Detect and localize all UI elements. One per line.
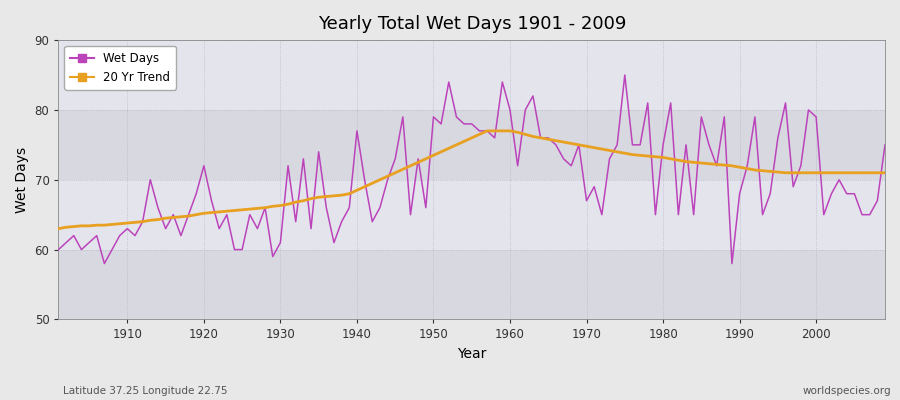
Text: Latitude 37.25 Longitude 22.75: Latitude 37.25 Longitude 22.75 (63, 386, 228, 396)
Text: worldspecies.org: worldspecies.org (803, 386, 891, 396)
Title: Yearly Total Wet Days 1901 - 2009: Yearly Total Wet Days 1901 - 2009 (318, 15, 626, 33)
X-axis label: Year: Year (457, 347, 486, 361)
Bar (58, 250, 885, 320)
Y-axis label: Wet Days: Wet Days (15, 147, 29, 213)
Bar (58, 180, 885, 250)
Legend: Wet Days, 20 Yr Trend: Wet Days, 20 Yr Trend (65, 46, 176, 90)
Bar (58, 40, 885, 110)
Bar (58, 110, 885, 180)
